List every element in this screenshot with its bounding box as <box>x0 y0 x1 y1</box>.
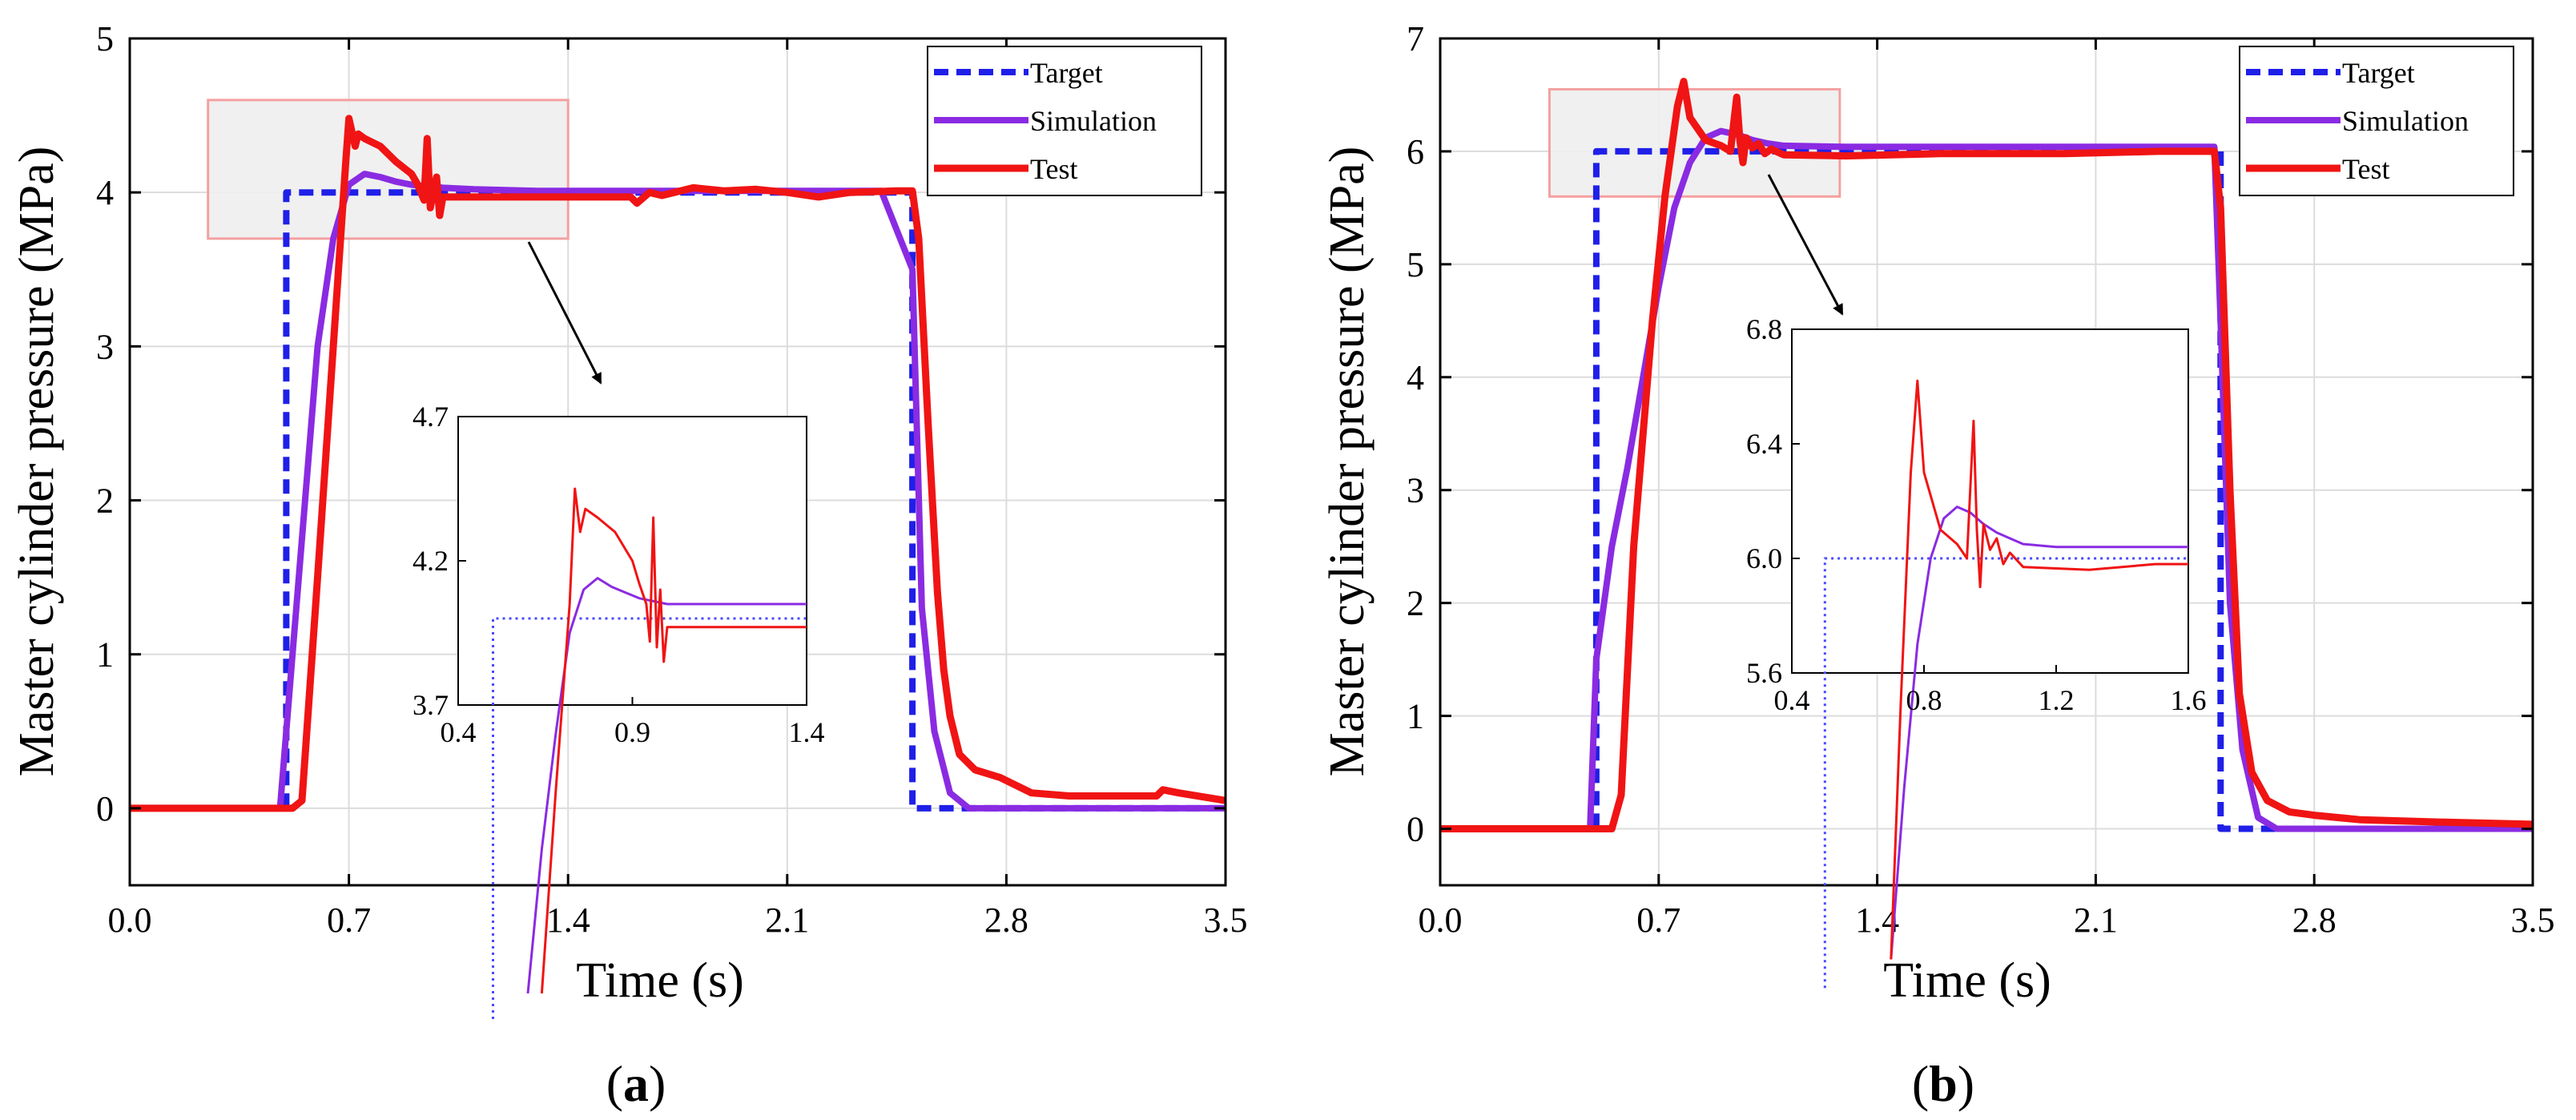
inset-a: 0.4 0.9 1.4 3.7 4.2 4.7 <box>413 401 825 1019</box>
legend-label: Target <box>2342 57 2415 89</box>
inset-series-line-test <box>540 487 807 994</box>
panel-label-close: ) <box>1958 1055 1974 1112</box>
inset-y-tick-label: 6.4 <box>1746 428 1782 460</box>
inset-frame <box>1791 328 2189 674</box>
inset-x-tick-label: 0.9 <box>614 716 650 748</box>
legend-label: Simulation <box>2342 105 2469 137</box>
zoom-arrow <box>1767 174 1844 316</box>
series-line-test <box>130 115 1226 812</box>
inset-x-tick-label: 0.4 <box>1774 684 1810 716</box>
y-tick-label: 2 <box>96 481 114 521</box>
y-tick-label: 3 <box>96 327 114 366</box>
x-tick-label: 0.7 <box>327 900 371 940</box>
legend-label: Target <box>1030 57 1103 89</box>
legend-label: Test <box>2342 153 2389 185</box>
inset-y-tick-label: 6.8 <box>1746 313 1782 345</box>
y-tick-label: 3 <box>1407 471 1424 510</box>
x-axis-label: Time (s) <box>576 953 744 1008</box>
inset-series-group <box>492 487 807 1019</box>
panel-label-letter: a <box>623 1055 649 1112</box>
inset-x-tick-label: 1.2 <box>2039 684 2075 716</box>
inset-y-tick-label: 6.0 <box>1746 542 1782 574</box>
inset-x-tick-label: 1.6 <box>2171 684 2207 716</box>
inset-series-line-target <box>492 617 807 1019</box>
series-line-test <box>1440 78 2533 832</box>
panel-label: (a) <box>606 1055 666 1112</box>
y-tick-label: 4 <box>96 173 114 212</box>
inset-series-group <box>1823 379 2188 989</box>
x-tick-label: 3.5 <box>1204 900 1248 940</box>
y-tick-label: 0 <box>1407 810 1424 849</box>
zoom-arrow <box>527 241 602 385</box>
x-tick-label: 1.4 <box>546 900 590 940</box>
x-axis-label: Time (s) <box>1883 953 2051 1008</box>
y-tick-label: 2 <box>1407 584 1424 623</box>
inset-series-line-test <box>1890 379 2188 960</box>
plot-frame <box>128 37 1227 887</box>
y-tick-label: 0 <box>96 789 114 828</box>
panel-label: (b) <box>1912 1055 1974 1112</box>
inset-x-tick-label: 0.4 <box>441 716 477 748</box>
panel-label-open: ( <box>606 1055 623 1112</box>
panel-label-letter: b <box>1929 1055 1958 1112</box>
y-tick-label: 5 <box>96 19 114 58</box>
inset-y-tick-label: 3.7 <box>413 689 449 721</box>
y-tick-label: 6 <box>1407 132 1424 171</box>
series-group <box>1440 78 2533 832</box>
y-tick-label: 5 <box>1407 245 1424 284</box>
inset-y-tick-label: 4.7 <box>413 401 449 433</box>
series-line-simulation <box>130 171 1226 812</box>
x-tick-label: 3.5 <box>2511 900 2555 940</box>
chart-panel-a: 0.0 0.7 1.4 2.1 2.8 3.5 0 1 2 3 4 5 Time (s) Master c… <box>10 19 1248 1112</box>
y-tick-label: 4 <box>1407 358 1424 397</box>
inset-series-line-target <box>1823 557 2188 989</box>
x-tick-label: 2.1 <box>765 900 809 940</box>
panel-label-close: ) <box>649 1055 666 1112</box>
y-tick-label: 1 <box>1407 697 1424 736</box>
y-tick-label: 7 <box>1407 19 1424 58</box>
inset-y-tick-label: 5.6 <box>1746 657 1782 689</box>
x-tick-label: 2.8 <box>984 900 1028 940</box>
inset-series-line-simulation <box>526 577 807 994</box>
x-tick-label: 0.0 <box>1419 900 1463 940</box>
y-tick-label: 1 <box>96 635 114 675</box>
plot-frame <box>1439 37 2534 887</box>
x-tick-label: 2.1 <box>2074 900 2118 940</box>
x-tick-label: 0.7 <box>1636 900 1680 940</box>
series-group <box>130 115 1226 812</box>
legend-label: Test <box>1030 153 1077 185</box>
inset-b: 0.4 0.8 1.2 1.6 5.6 6.0 6.4 6.8 <box>1746 313 2207 989</box>
legend-label: Simulation <box>1030 105 1157 137</box>
x-tick-label: 0.0 <box>108 900 152 940</box>
zoom-highlight-box <box>207 99 570 240</box>
inset-x-tick-label: 0.8 <box>1906 684 1942 716</box>
y-axis-label: Master cylinder pressure (MPa) <box>10 147 64 777</box>
x-tick-label: 2.8 <box>2292 900 2337 940</box>
y-axis-label: Master cylinder pressure (MPa) <box>1320 147 1375 777</box>
inset-x-tick-label: 1.4 <box>789 716 825 748</box>
inset-y-tick-label: 4.2 <box>413 545 449 577</box>
panel-label-open: ( <box>1912 1055 1929 1112</box>
